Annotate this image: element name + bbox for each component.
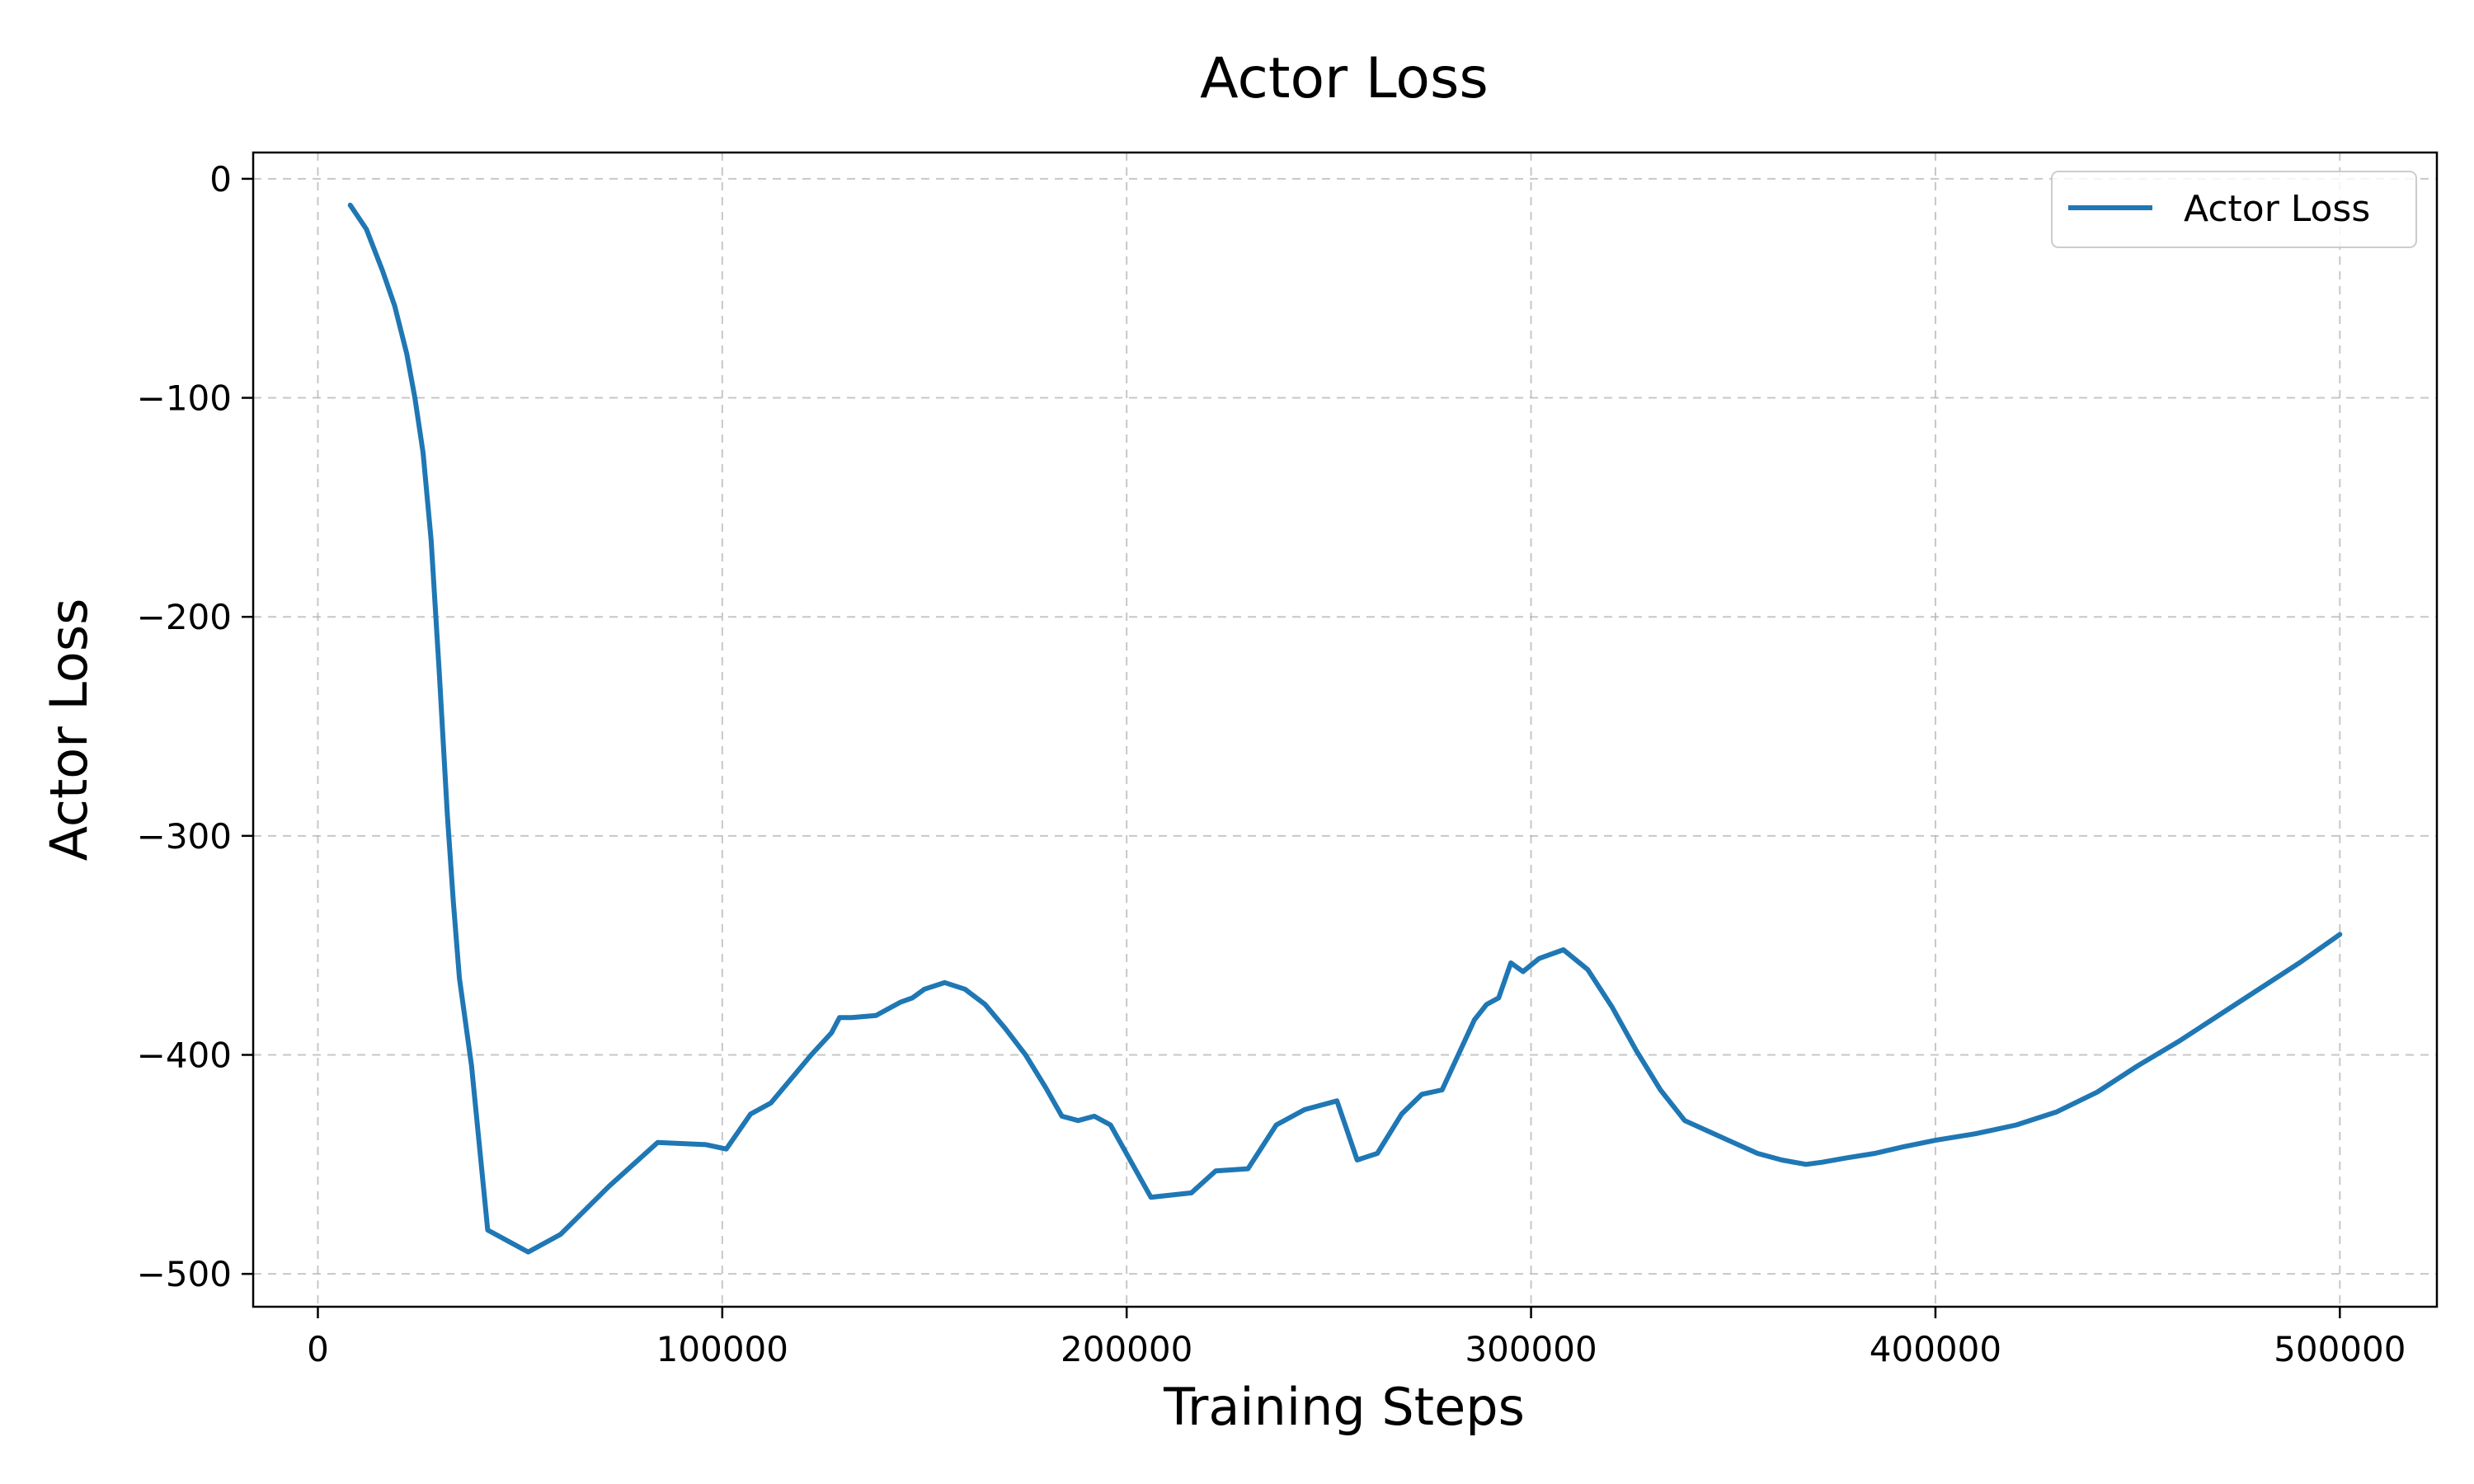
- y-tick-label: −300: [137, 816, 232, 857]
- y-axis-label: Actor Loss: [39, 599, 99, 862]
- y-tick-label: −400: [137, 1035, 232, 1075]
- x-tick-label: 400000: [1870, 1329, 2001, 1369]
- x-tick-label: 500000: [2274, 1329, 2406, 1369]
- x-tick-label: 0: [307, 1329, 329, 1369]
- series-line-0: [347, 202, 2343, 1255]
- y-tick-label: −200: [137, 597, 232, 637]
- grid-lines: [253, 153, 2437, 1307]
- x-tick-label: 200000: [1061, 1329, 1192, 1369]
- x-tick-label: 100000: [656, 1329, 788, 1369]
- y-tick-label: −100: [137, 378, 232, 419]
- y-tick-label: −500: [137, 1254, 232, 1294]
- plot-frame: [252, 151, 2439, 1308]
- chart-title: Actor Loss: [1200, 46, 1489, 111]
- legend-label: Actor Loss: [2184, 188, 2370, 230]
- series-lines: [347, 202, 2343, 1255]
- y-tick-label: 0: [209, 159, 232, 200]
- axis-ticks: 0 100000 200000 300000 400000 500000 0 −100 −200…: [137, 159, 2406, 1369]
- legend-box: [2051, 171, 2417, 248]
- x-tick-label: 300000: [1465, 1329, 1597, 1369]
- x-axis-label: Training Steps: [1163, 1377, 1525, 1437]
- legend: Actor Loss: [2051, 171, 2417, 248]
